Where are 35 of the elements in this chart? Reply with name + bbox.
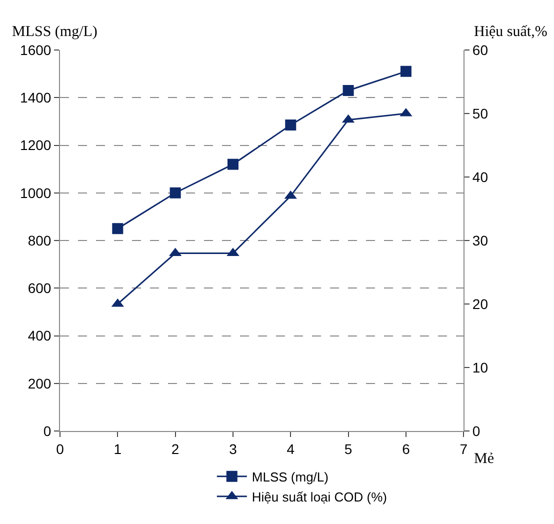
point xyxy=(227,158,238,170)
y2-tick-label: 10 xyxy=(472,359,488,376)
point xyxy=(285,120,296,131)
x-tick-label: 3 xyxy=(229,440,238,457)
y2-tick-label: 50 xyxy=(472,105,488,122)
y-tick-label: 1000 xyxy=(20,184,52,201)
point xyxy=(342,84,354,96)
point xyxy=(400,66,412,77)
y-tick-label: 800 xyxy=(28,232,52,248)
y-tick-label: 400 xyxy=(28,328,52,344)
x-tick-label: 2 xyxy=(171,440,180,457)
y2-tick-label: 30 xyxy=(472,232,488,248)
y2-tick-label: 20 xyxy=(472,296,488,312)
y2-tick-label: 0 xyxy=(472,422,480,439)
x-tick-label: 6 xyxy=(402,440,410,457)
x-tick-label: 4 xyxy=(286,440,295,457)
y-tick-label: 1400 xyxy=(20,90,52,106)
x-tick-label: 0 xyxy=(56,440,64,457)
y-tick-label: 1600 xyxy=(20,42,52,58)
y-axis-title: MLSS (mg/L) xyxy=(12,24,98,40)
x-tick-label: 1 xyxy=(114,440,122,457)
y-tick-label: 200 xyxy=(28,375,52,392)
legend-label: Hiệu suất loại COD (%) xyxy=(252,489,388,504)
y2-axis-title: Hiệu suất,% xyxy=(474,24,548,40)
legend-label: MLSS (mg/L) xyxy=(252,470,328,484)
point xyxy=(112,223,124,234)
y2-tick-label: 40 xyxy=(472,168,488,185)
y-tick-label: 0 xyxy=(43,422,52,439)
y-tick-label: 1200 xyxy=(20,137,52,154)
y2-tick-label: 60 xyxy=(472,42,488,58)
y-tick-label: 600 xyxy=(28,280,52,296)
x-axis-title: Mẻ xyxy=(474,451,494,467)
point xyxy=(170,187,181,198)
x-tick-label: 5 xyxy=(344,440,352,457)
x-tick-label: 7 xyxy=(460,440,468,457)
